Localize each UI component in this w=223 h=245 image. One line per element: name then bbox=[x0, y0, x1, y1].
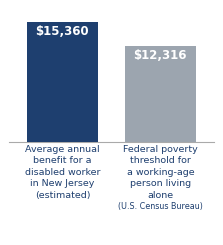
Bar bbox=[125, 46, 196, 142]
Bar bbox=[27, 22, 98, 142]
Text: $12,316: $12,316 bbox=[133, 49, 186, 62]
Text: Average annual
benefit for a
disabled worker
in New Jersey
(estimated): Average annual benefit for a disabled wo… bbox=[25, 145, 100, 200]
Text: $15,360: $15,360 bbox=[35, 25, 89, 38]
Text: Federal poverty
threshold for
a working-age
person living
alone: Federal poverty threshold for a working-… bbox=[123, 145, 198, 200]
Text: (U.S. Census Bureau): (U.S. Census Bureau) bbox=[118, 145, 203, 211]
